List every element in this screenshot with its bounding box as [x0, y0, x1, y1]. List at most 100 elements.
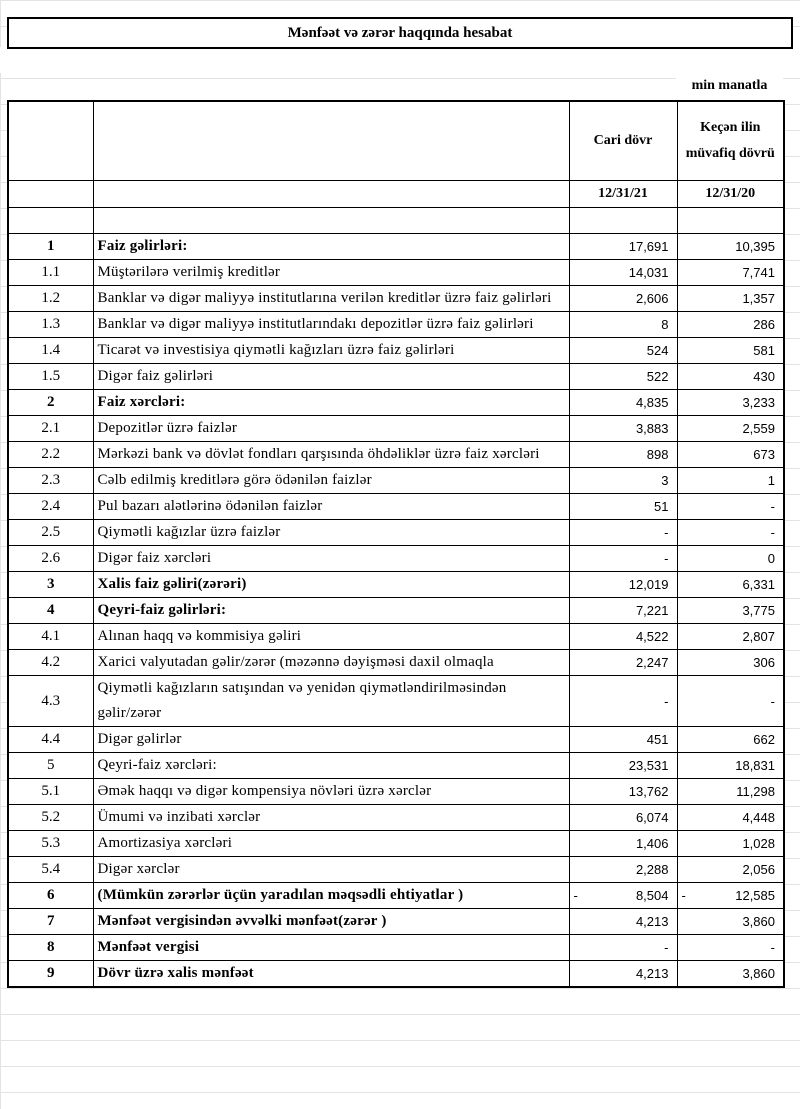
amount-cell: 3,883 [568, 415, 678, 442]
row-label: Qeyri-faiz xərcləri: [92, 752, 570, 779]
statement-row: 6 (Mümkün zərərlər üçün yaradılan məqsədl… [7, 882, 785, 909]
blank-cell [7, 100, 94, 181]
date-header: 12/31/20 [676, 180, 785, 208]
row-number: 1.1 [7, 259, 94, 286]
blank-cell [7, 180, 94, 208]
amount-cell: 1,357 [676, 285, 785, 312]
row-number: 5.4 [7, 856, 94, 883]
amount-cell: 1,028 [676, 830, 785, 857]
amount-cell: 3,860 [676, 908, 785, 935]
row-label: Digər xərclər [92, 856, 570, 883]
amount-cell: 13,762 [568, 778, 678, 805]
row-label: Faiz xərcləri: [92, 389, 570, 416]
amount-cell: - [568, 545, 678, 572]
amount-cell: 11,298 [676, 778, 785, 805]
row-number: 5.2 [7, 804, 94, 831]
row-number: 9 [7, 960, 94, 988]
statement-row: 5 Qeyri-faiz xərcləri: 23,531 18,831 [7, 752, 785, 779]
statement-row: 2.3 Cəlb edilmiş kreditlərə görə ödənilən… [7, 467, 785, 494]
row-number: 2.4 [7, 493, 94, 520]
statement-row: 2.6 Digər faiz xərcləri -0 [7, 545, 785, 572]
amount-cell: 524 [568, 337, 678, 364]
row-number: 2.5 [7, 519, 94, 546]
amount-cell: 23,531 [568, 752, 678, 779]
amount-cell: 430 [676, 363, 785, 390]
amount-cell: 3 [568, 467, 678, 494]
statement-row: 1.2 Banklar və digər maliyyə institutları… [7, 285, 785, 312]
amount-cell: 12,019 [568, 571, 678, 598]
statement-row: 4.2 Xarici valyutadan gəlir/zərər (məzənn… [7, 649, 785, 676]
blank-cell [676, 207, 785, 234]
row-number: 4.2 [7, 649, 94, 676]
column-header: Cari dövr [568, 100, 678, 181]
statement-row: 1.3 Banklar və digər maliyyə institutları… [7, 311, 785, 338]
row-number: 3 [7, 571, 94, 598]
amount-cell: 1,406 [568, 830, 678, 857]
row-number: 5 [7, 752, 94, 779]
row-label: Digər gəlirlər [92, 726, 570, 753]
statement-row: 2 Faiz xərcləri: 4,835 3,233 [7, 389, 785, 416]
amount: 8,504 [635, 888, 669, 903]
amount-cell: - [568, 675, 678, 727]
row-number: 1.2 [7, 285, 94, 312]
amount-cell: 10,395 [676, 233, 785, 260]
row-label: Ticarət və investisiya qiymətli kağızlar… [92, 337, 570, 364]
row-label: Ümumi və inzibati xərclər [92, 804, 570, 831]
date-row: 12/31/21 12/31/20 [7, 180, 785, 208]
date-header: 12/31/21 [568, 180, 678, 208]
row-number: 2.2 [7, 441, 94, 468]
row-label: Faiz gəlirləri: [92, 233, 570, 260]
row-label: Mərkəzi bank və dövlət fondları qarşısın… [92, 441, 570, 468]
column-header: Keçən ilin müvafiq dövrü [676, 100, 785, 181]
row-label: Qeyri-faiz gəlirləri: [92, 597, 570, 624]
amount-cell: - [676, 675, 785, 727]
header-row: Cari dövr Keçən ilin müvafiq dövrü [7, 100, 785, 181]
statement-row: 4 Qeyri-faiz gəlirləri: 7,221 3,775 [7, 597, 785, 624]
statement-row: 5.1 Əmək haqqı və digər kompensiya növlər… [7, 778, 785, 805]
row-number: 5.1 [7, 778, 94, 805]
statement-row: 3 Xalis faiz gəliri(zərəri) 12,019 6,331 [7, 571, 785, 598]
blank-cell [568, 207, 678, 234]
amount-cell: 4,448 [676, 804, 785, 831]
row-number: 2 [7, 389, 94, 416]
amount-cell: 581 [676, 337, 785, 364]
statement-row: 1.1 Müştərilərə verilmiş kreditlər 14,031 7… [7, 259, 785, 286]
row-label: (Mümkün zərərlər üçün yaradılan məqsədli… [92, 882, 570, 909]
amount-cell: - 12,585 [676, 882, 785, 909]
row-label: Xalis faiz gəliri(zərəri) [92, 571, 570, 598]
row-number: 4.1 [7, 623, 94, 650]
row-label: Qiymətli kağızlar üzrə faizlər [92, 519, 570, 546]
row-label: Amortizasiya xərcləri [92, 830, 570, 857]
row-label: Mənfəət vergisi [92, 934, 570, 961]
amount-cell: 51 [568, 493, 678, 520]
statement-row: 2.4 Pul bazarı alətlərinə ödənilən faizlə… [7, 493, 785, 520]
row-label: Banklar və digər maliyyə institutlarında… [92, 311, 570, 338]
statement-table: Cari dövr Keçən ilin müvafiq dövrü 12/31/2… [7, 100, 785, 988]
row-number: 4.4 [7, 726, 94, 753]
amount-cell: 6,074 [568, 804, 678, 831]
amount-cell: 306 [676, 649, 785, 676]
statement-row: 5.3 Amortizasiya xərcləri 1,406 1,028 [7, 830, 785, 857]
amount-cell: 2,056 [676, 856, 785, 883]
amount-cell: 2,559 [676, 415, 785, 442]
row-label: Depozitlər üzrə faizlər [92, 415, 570, 442]
row-label: Qiymətli kağızların satışından və yenidə… [92, 675, 570, 727]
row-number: 4.3 [7, 675, 94, 727]
amount-cell: 4,522 [568, 623, 678, 650]
amount-cell: - [568, 519, 678, 546]
amount-cell: 7,221 [568, 597, 678, 624]
amount-cell: 3,775 [676, 597, 785, 624]
row-label: Xarici valyutadan gəlir/zərər (məzənnə d… [92, 649, 570, 676]
statement-row: 4.4 Digər gəlirlər 451 662 [7, 726, 785, 753]
report-title: Mənfəət və zərər haqqında hesabat [7, 17, 793, 49]
amount-cell: 7,741 [676, 259, 785, 286]
row-number: 2.1 [7, 415, 94, 442]
blank-cell [92, 180, 570, 208]
amount-cell: - [676, 493, 785, 520]
blank-cell [92, 100, 570, 181]
sign: - [573, 888, 578, 903]
row-number: 1.5 [7, 363, 94, 390]
unit-label: min manatla [676, 74, 783, 98]
amount-cell: 2,606 [568, 285, 678, 312]
